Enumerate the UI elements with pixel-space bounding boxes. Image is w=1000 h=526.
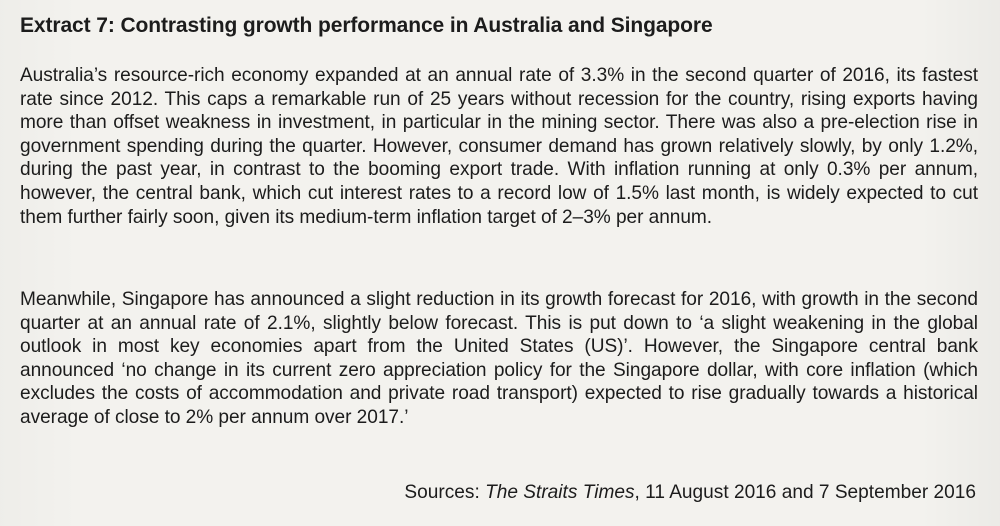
paragraph-australia: Australia’s resource-rich economy expand…	[20, 65, 978, 228]
sources-dates: , 11 August 2016 and 7 September 2016	[634, 482, 976, 503]
extract-title: Extract 7: Contrasting growth performanc…	[20, 14, 713, 37]
sources-citation: Sources: The Straits Times, 11 August 20…	[404, 482, 976, 504]
sources-prefix: Sources:	[404, 482, 486, 503]
paragraph-singapore: Meanwhile, Singapore has announced a sli…	[20, 289, 978, 428]
sources-publication: The Straits Times	[485, 482, 635, 503]
